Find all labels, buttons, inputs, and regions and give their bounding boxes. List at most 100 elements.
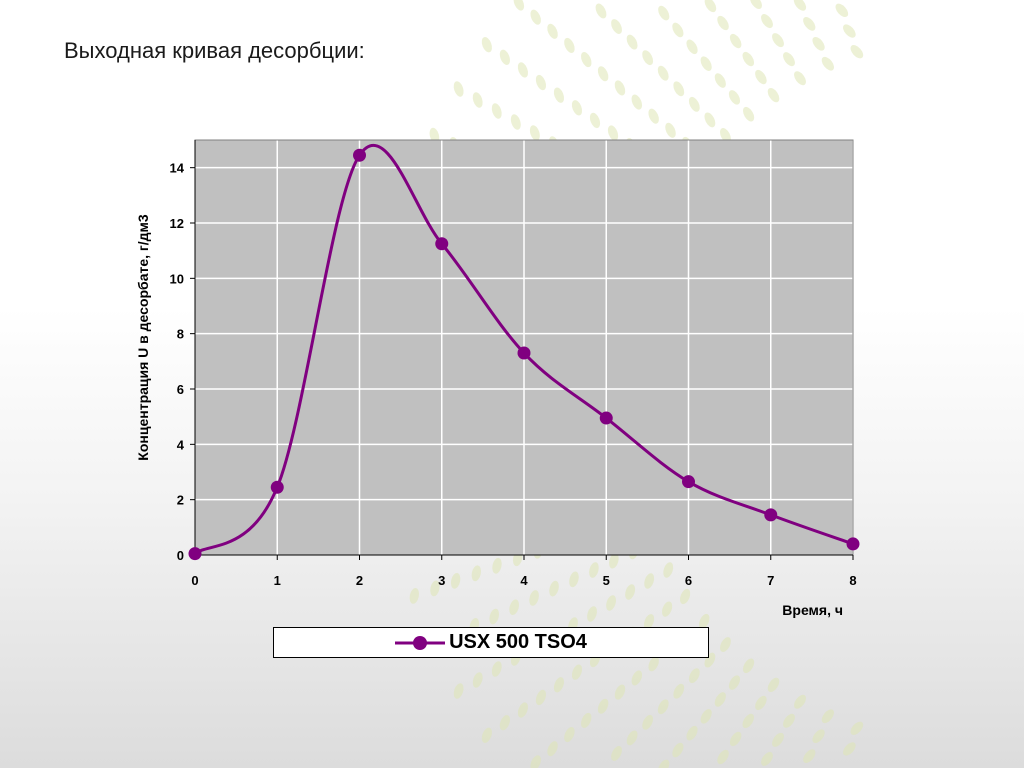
decor-dot [491,103,502,119]
decor-dot [812,36,825,51]
x-tick-label: 2 [356,573,363,588]
decor-dot [843,742,856,756]
decor-dot [631,670,643,686]
decor-dot [606,595,617,611]
decor-dot [729,731,742,747]
decor-dot [688,668,700,684]
legend: USX 500 TSO4 [273,627,709,658]
series-points [188,148,860,561]
decor-dot [717,15,729,31]
decor-dot [626,34,638,50]
decor-dot [595,3,607,19]
decor-dot [535,689,547,706]
decor-dot [729,33,742,49]
decor-dot [657,699,669,715]
decor-dot [589,562,599,578]
x-axis-title: Время, ч [782,602,843,618]
y-tick-label: 10 [170,271,184,286]
decor-dot [835,3,849,18]
x-tick-label: 3 [438,573,445,588]
decor-dot [609,552,619,569]
decor-dot [761,14,773,29]
decor-dot [589,112,601,129]
decor-dot [673,683,685,699]
decor-dot [625,584,636,600]
decor-dot [642,714,654,730]
decor-dot [767,677,780,693]
data-point [188,547,202,561]
decor-dot [547,741,558,757]
x-tick-label: 7 [767,573,774,588]
decor-dot [714,73,726,88]
decor-dot [704,112,716,128]
data-point [764,508,778,522]
data-point [682,475,695,489]
y-tick-label: 4 [177,437,185,452]
decor-dot [472,672,483,688]
decor-dot [704,0,717,13]
y-tick-label: 6 [177,382,184,397]
decor-dot [672,22,684,38]
decor-dot [850,45,864,59]
decor-dot [793,0,807,11]
decor-dot [491,661,502,677]
decor-dot [743,658,755,674]
decor-dot [772,732,784,747]
decor-dot [803,17,816,31]
decor-dot [499,49,510,65]
decor-dot [783,52,795,67]
decor-dot [728,675,741,690]
decor-dot [680,588,691,605]
decor-dot [489,608,500,625]
data-point [846,537,860,551]
decor-dot [648,656,659,672]
legend-label: USX 500 TSO4 [449,631,587,653]
decor-dot [742,713,755,729]
decor-dot [553,677,565,693]
decor-dot [509,599,519,616]
decor-dot [720,637,731,652]
decor-dot [761,751,773,766]
decor-dot [535,74,547,91]
decor-dot [517,62,528,78]
decor-dot [688,96,700,112]
decor-dot [517,702,528,718]
decor-dot [471,565,482,582]
x-tick-label: 0 [191,573,198,588]
decor-dot [742,51,755,67]
decor-dot [658,759,670,768]
decor-dot [597,698,609,714]
decor-dot [569,571,579,588]
decor-dot [581,712,592,728]
y-tick-labels: 0 2 4 6 8 10 12 14 [170,161,185,563]
decor-dot [581,52,592,68]
decor-dot [450,572,461,589]
decor-dot [663,562,674,578]
decor-dot [772,33,784,48]
x-tick-label: 6 [685,573,692,588]
y-tick-label: 8 [177,327,184,342]
data-point [353,148,366,162]
decor-dot [631,94,643,110]
decor-dot [767,87,780,103]
decor-dot [530,9,541,25]
decor-dot [614,684,626,700]
decor-dot [553,87,565,103]
decor-dot [564,37,575,53]
y-tick-label: 2 [177,493,184,508]
decor-dot [453,683,464,699]
decor-dot [481,37,492,53]
decor-dot [657,65,669,81]
y-tick-label: 0 [177,548,184,563]
series-line-usx-500-tso4 [194,144,854,555]
decor-dot [714,692,726,707]
y-tick-label: 12 [170,216,184,231]
data-point [517,346,531,360]
x-tick-label: 1 [274,573,281,588]
decor-dot [587,606,597,622]
x-tick-label: 5 [603,573,610,588]
slide-title: Выходная кривая десорбции: [64,38,365,63]
x-tick-label: 8 [849,573,856,588]
decor-dot [510,114,521,130]
decor-dot [513,0,525,11]
